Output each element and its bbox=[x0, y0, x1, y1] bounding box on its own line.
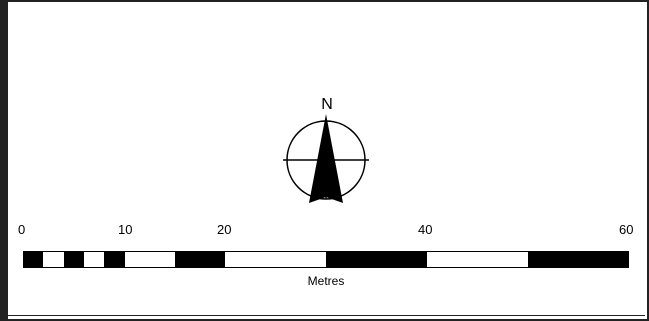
scale-unit-label: Metres bbox=[307, 274, 345, 288]
scale-segment-8 bbox=[225, 251, 326, 268]
frame-inner-line bbox=[8, 2, 645, 316]
north-label: N bbox=[321, 96, 333, 113]
scale-segment-10 bbox=[427, 251, 528, 268]
scale-bar-outline bbox=[23, 251, 629, 268]
scale-tick-label-60: 60 bbox=[619, 222, 634, 237]
scale-tick-label-10: 10 bbox=[118, 222, 133, 237]
scale-tick-label-40: 40 bbox=[418, 222, 433, 237]
scale-segment-4 bbox=[84, 251, 104, 268]
scale-tick-label-0: 0 bbox=[18, 222, 26, 237]
scale-segment-2 bbox=[43, 251, 64, 268]
scale-segment-3 bbox=[64, 251, 84, 268]
north-arrow-pointer bbox=[309, 114, 343, 203]
scale-segment-11 bbox=[528, 251, 629, 268]
scale-segment-5 bbox=[104, 251, 125, 268]
north-arrow-icon bbox=[283, 114, 369, 203]
scale-segment-9 bbox=[326, 251, 427, 268]
scale-segment-7 bbox=[175, 251, 225, 268]
scale-bar bbox=[23, 251, 629, 268]
scale-segment-6 bbox=[125, 251, 175, 268]
scale-tick-label-20: 20 bbox=[217, 222, 232, 237]
scale-segment-1 bbox=[23, 251, 43, 268]
